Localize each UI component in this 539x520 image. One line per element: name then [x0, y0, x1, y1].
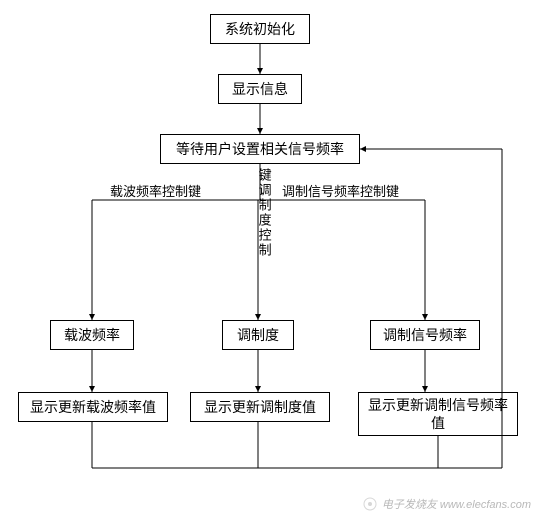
- label-mod-degree-key: 键调制度控制: [256, 168, 272, 258]
- node-show-carrier: 显示更新载波频率值: [18, 392, 168, 422]
- node-show-mod-degree: 显示更新调制度值: [190, 392, 330, 422]
- node-signal-freq: 调制信号频率: [370, 320, 480, 350]
- watermark: 电子发烧友 www.elecfans.com: [362, 496, 531, 512]
- label-signal-key: 调制信号频率控制键: [282, 184, 399, 200]
- node-carrier-freq: 载波频率: [50, 320, 134, 350]
- node-init: 系统初始化: [210, 14, 310, 44]
- label-carrier-key: 载波频率控制键: [110, 184, 201, 200]
- logo-icon: [362, 496, 378, 512]
- node-modulation-degree: 调制度: [222, 320, 294, 350]
- node-wait-user: 等待用户设置相关信号频率: [160, 134, 360, 164]
- node-show-signal-freq: 显示更新调制信号频率值: [358, 392, 518, 436]
- node-display-info: 显示信息: [218, 74, 302, 104]
- watermark-text: 电子发烧友 www.elecfans.com: [382, 496, 531, 512]
